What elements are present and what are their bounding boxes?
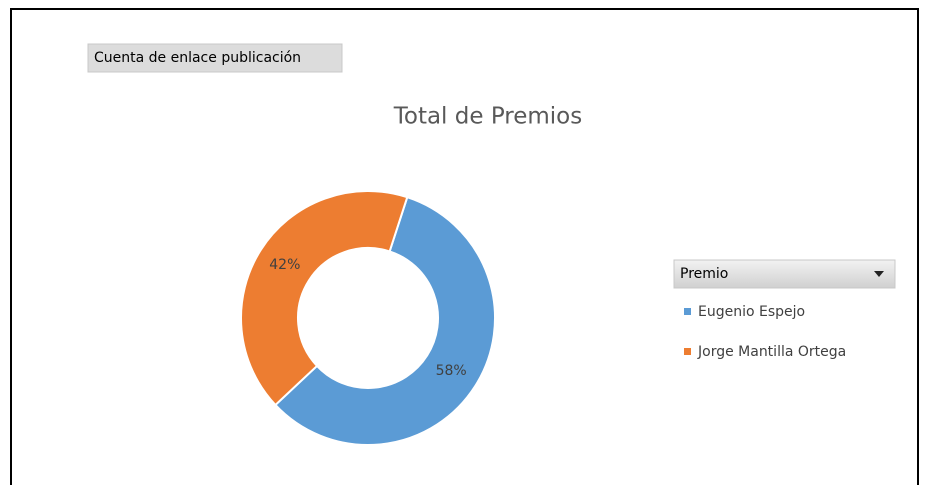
legend-label: Eugenio Espejo [698,304,805,320]
legend-title: Premio [680,266,728,282]
legend-swatch [684,348,691,355]
doughnut-segment [240,190,409,407]
field-button[interactable] [87,43,343,73]
data-label: 42% [269,257,300,273]
field-button-label: Cuenta de enlace publicación [94,50,301,66]
chart-frame [10,8,919,485]
legend-field-button[interactable] [673,259,896,289]
doughnut-segment [274,195,496,446]
dropdown-arrow[interactable] [874,271,884,277]
chart-title: Total de Premios [393,104,583,130]
data-label: 58% [436,363,467,379]
legend-swatch [684,308,691,315]
legend-label: Jorge Mantilla Ortega [697,344,846,360]
